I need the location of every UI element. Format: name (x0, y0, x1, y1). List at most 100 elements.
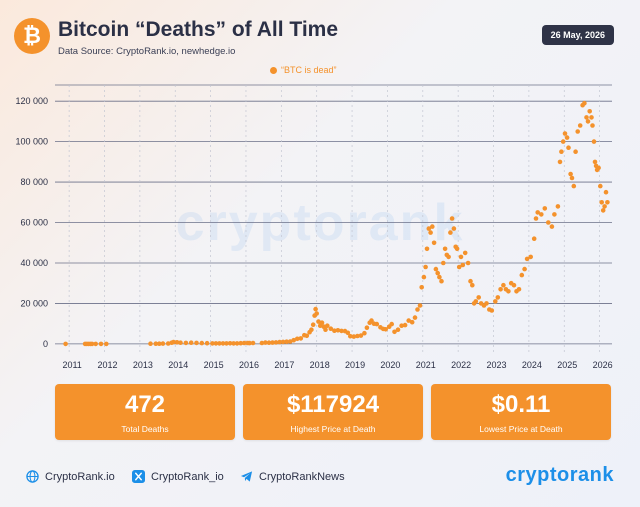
data-point (160, 341, 166, 346)
data-point (194, 340, 199, 346)
brand-logo: cryptorank (505, 464, 614, 486)
data-point (528, 254, 533, 260)
data-point (421, 274, 427, 280)
data-point (484, 301, 489, 306)
data-point (598, 183, 603, 189)
globe-icon (26, 470, 39, 483)
x-tick-label: 2024 (522, 360, 542, 370)
data-point (476, 295, 482, 300)
data-point (501, 282, 506, 288)
data-point (473, 299, 479, 304)
data-point (433, 266, 439, 272)
data-point (304, 333, 310, 339)
data-point (462, 250, 468, 256)
footer-website-label: CryptoRank.io (45, 470, 115, 483)
data-point (93, 341, 98, 347)
data-point (174, 340, 180, 345)
data-point (220, 341, 226, 346)
data-point (409, 319, 415, 325)
data-point (399, 323, 404, 329)
data-point (456, 264, 462, 270)
data-point (584, 115, 589, 120)
price-at-death-chart: cryptorank 0 20 000 40 000 60 000 80 000 100 … (15, 84, 613, 370)
footer-telegram-link[interactable]: CryptoRankNews (240, 470, 345, 483)
data-point (571, 183, 577, 189)
data-point (506, 289, 511, 294)
data-point (328, 326, 334, 332)
data-point (495, 295, 501, 300)
data-point (277, 339, 282, 345)
data-point (364, 325, 370, 331)
data-point (573, 149, 578, 154)
y-tick-label: 20 000 (20, 298, 48, 308)
data-point (188, 340, 194, 346)
data-point (335, 328, 341, 333)
stat-value: $117924 (286, 391, 380, 418)
date-badge: 26 May, 2026 (541, 25, 614, 45)
data-point (358, 333, 364, 338)
data-point (522, 266, 527, 272)
data-point (314, 311, 320, 316)
x-tick-label: 2011 (62, 360, 81, 370)
legend-label: “BTC is dead” (281, 65, 337, 75)
data-point (291, 337, 297, 343)
y-tick-label: 60 000 (20, 218, 48, 228)
x-tick-label: 2016 (239, 360, 259, 370)
data-point (603, 189, 609, 195)
data-point (516, 287, 522, 292)
data-point (351, 334, 357, 339)
data-point (437, 274, 442, 280)
data-point (568, 171, 573, 177)
data-point (280, 339, 286, 345)
data-point (560, 139, 566, 144)
data-point (596, 165, 601, 171)
data-point (309, 327, 314, 333)
chart-legend: “BTC is dead” (270, 65, 337, 75)
watermark: cryptorank (176, 194, 465, 252)
data-point (395, 327, 401, 333)
y-tick-label: 100 000 (15, 137, 48, 147)
stat-lowest-price: $0.11 Lowest Price at Death (431, 384, 611, 440)
x-tick-label: 2021 (416, 360, 436, 370)
data-point (582, 100, 587, 106)
data-point (259, 340, 265, 346)
data-point (542, 206, 548, 211)
data-point (446, 254, 451, 260)
footer-website-link[interactable]: CryptoRank.io (26, 470, 115, 483)
data-point (489, 308, 495, 313)
data-point (589, 115, 594, 120)
data-point (600, 208, 606, 213)
x-tick-label: 2022 (451, 360, 471, 370)
data-point (227, 341, 233, 346)
data-point (498, 287, 503, 292)
data-point (562, 131, 568, 136)
data-point (224, 341, 229, 346)
data-point (313, 306, 318, 312)
data-point (412, 315, 418, 320)
data-point (325, 323, 330, 329)
data-point (465, 260, 471, 266)
data-point (442, 246, 448, 252)
data-point (591, 139, 597, 144)
data-point (428, 230, 433, 235)
data-point (89, 341, 95, 347)
data-point (270, 340, 275, 345)
data-point (587, 109, 592, 114)
footer-x-link[interactable]: CryptoRank_io (132, 470, 224, 483)
data-point (539, 212, 544, 217)
data-point (533, 216, 539, 221)
x-tick-label: 2025 (557, 360, 577, 370)
data-point (493, 299, 498, 304)
data-point (171, 339, 176, 345)
data-point (531, 236, 537, 241)
data-point (431, 240, 437, 246)
data-point (183, 340, 189, 346)
data-point (204, 340, 210, 346)
data-point (178, 340, 183, 346)
footer-x-label: CryptoRank_io (151, 470, 224, 483)
data-point (157, 341, 162, 347)
data-point (369, 318, 374, 323)
data-point (439, 278, 444, 284)
data-point (362, 330, 367, 336)
data-point (555, 204, 561, 209)
